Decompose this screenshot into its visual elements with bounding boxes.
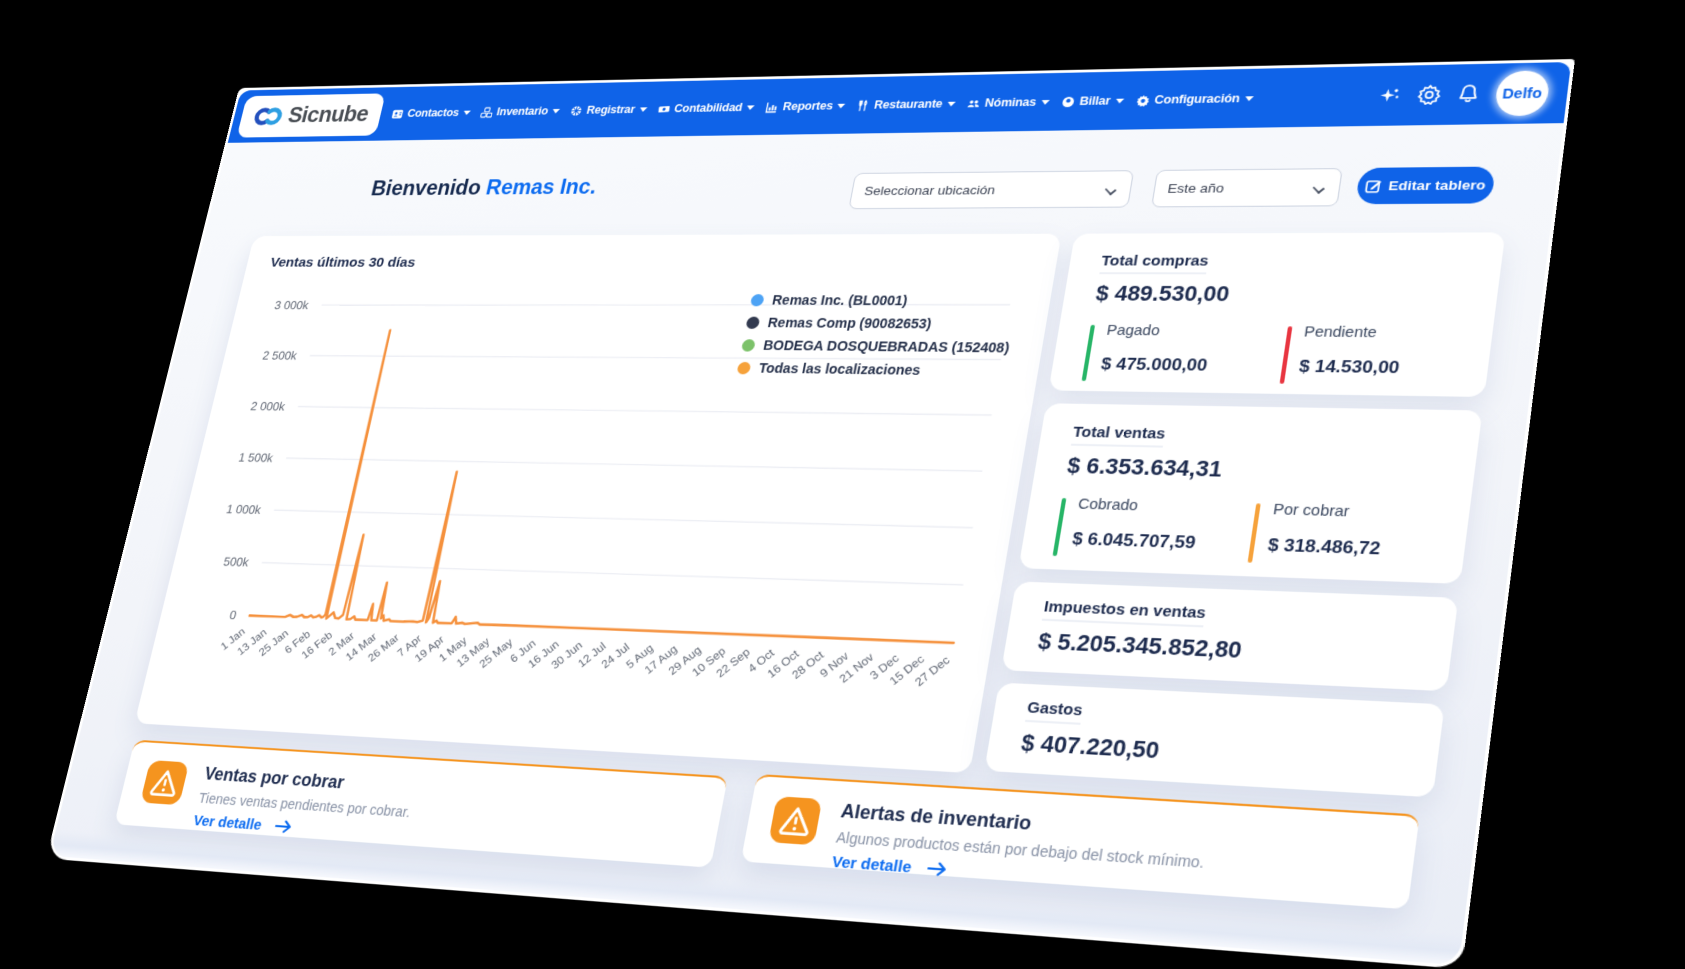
svg-text:500k: 500k: [222, 556, 251, 570]
svg-text:2 500k: 2 500k: [261, 350, 298, 363]
svg-text:2 000k: 2 000k: [249, 400, 287, 413]
svg-text:0: 0: [228, 609, 238, 623]
svg-text:3 000k: 3 000k: [273, 300, 310, 313]
svg-text:1 500k: 1 500k: [237, 452, 275, 466]
svg-text:1 000k: 1 000k: [225, 503, 263, 517]
